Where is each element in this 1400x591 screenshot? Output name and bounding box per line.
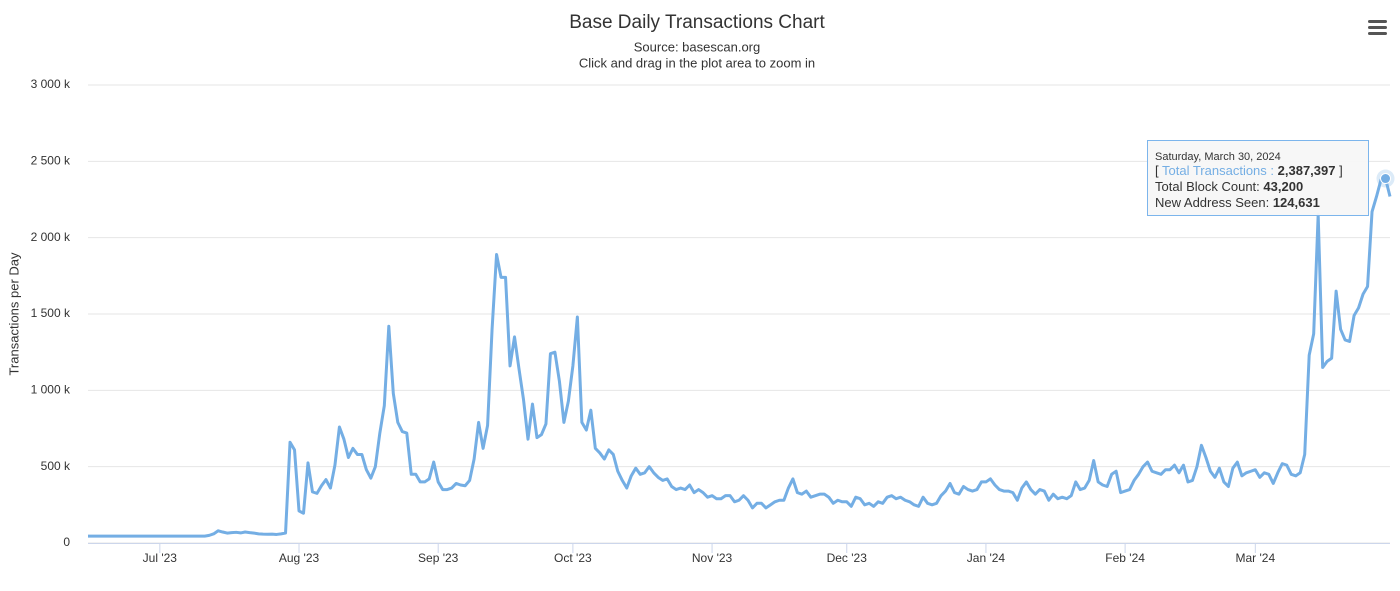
tooltip-line: Total Block Count: 43,200 xyxy=(1155,179,1303,194)
block-label: Total Block Count: xyxy=(1155,179,1260,194)
bracket: [ xyxy=(1155,163,1159,178)
series-line xyxy=(88,177,1392,538)
tooltip: Saturday, March 30, 2024[ Total Transact… xyxy=(1147,140,1369,216)
zoom-hint: Click and drag in the plot area to zoom … xyxy=(579,55,815,70)
y-tick-label: 2 000 k xyxy=(31,230,71,244)
bracket: ] xyxy=(1339,163,1343,178)
y-tick-label: 0 xyxy=(63,535,70,549)
menu-bar[interactable] xyxy=(1368,32,1387,35)
tooltip-line: New Address Seen: 124,631 xyxy=(1155,195,1320,210)
address-label: New Address Seen: xyxy=(1155,195,1269,210)
x-tick-label: Jan '24 xyxy=(967,551,1006,565)
y-tick-label: 3 000 k xyxy=(31,77,71,91)
y-tick-label: 2 500 k xyxy=(31,154,71,168)
y-tick-label: 1 500 k xyxy=(31,306,71,320)
y-tick-label: 500 k xyxy=(41,459,71,473)
x-tick-label: Dec '23 xyxy=(827,551,868,565)
menu-bar[interactable] xyxy=(1368,26,1387,29)
tooltip-date: Saturday, March 30, 2024 xyxy=(1155,151,1281,163)
y-axis-label: Transactions per Day xyxy=(6,252,21,376)
x-tick-label: Nov '23 xyxy=(692,551,733,565)
x-tick-label: Sep '23 xyxy=(418,551,459,565)
chart-title: Base Daily Transactions Chart xyxy=(569,12,825,33)
series-value: 2,387,397 xyxy=(1278,163,1336,178)
highlight-point xyxy=(1380,173,1392,185)
chart-subtitle: Source: basescan.org xyxy=(634,39,760,54)
tooltip-box xyxy=(1147,140,1369,216)
x-tick-label: Jul '23 xyxy=(143,551,178,565)
x-tick-label: Mar '24 xyxy=(1235,551,1275,565)
x-tick-label: Oct '23 xyxy=(554,551,592,565)
series-label: Total Transactions : xyxy=(1162,163,1274,178)
block-value: 43,200 xyxy=(1263,179,1303,194)
y-tick-label: 1 000 k xyxy=(31,383,71,397)
menu-button[interactable] xyxy=(1368,20,1387,35)
menu-bar[interactable] xyxy=(1368,20,1387,23)
tooltip-line: [ Total Transactions : 2,387,397 ] xyxy=(1155,163,1343,178)
x-tick-label: Feb '24 xyxy=(1105,551,1145,565)
address-value: 124,631 xyxy=(1273,195,1320,210)
x-tick-label: Aug '23 xyxy=(279,551,320,565)
